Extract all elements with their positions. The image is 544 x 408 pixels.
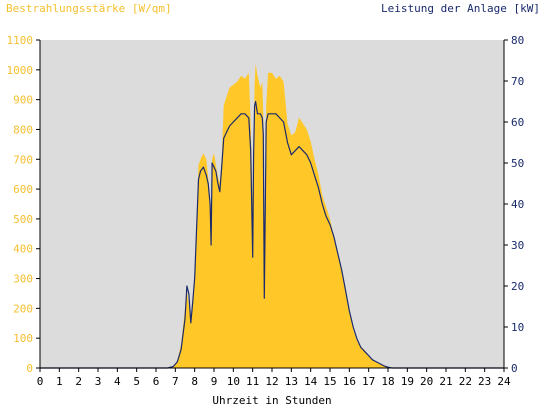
right-axis-tick-label: 30 xyxy=(511,239,524,252)
left-axis-tick-label: 400 xyxy=(13,243,33,256)
x-axis-tick-label: 19 xyxy=(401,375,414,388)
power-line xyxy=(40,100,504,369)
left-axis-tick-label: 1000 xyxy=(7,64,34,77)
right-axis-tick-label: 60 xyxy=(511,116,524,129)
x-axis-tick-label: 12 xyxy=(265,375,278,388)
right-axis-tick-label: 20 xyxy=(511,280,524,293)
left-axis-tick-label: 0 xyxy=(26,362,33,375)
left-axis-tick-label: 300 xyxy=(13,273,33,286)
right-axis-tick-label: 50 xyxy=(511,157,524,170)
series-layer xyxy=(40,63,504,369)
x-axis-tick-label: 14 xyxy=(304,375,318,388)
x-axis-tick-label: 6 xyxy=(153,375,160,388)
left-axis-tick-label: 700 xyxy=(13,153,33,166)
x-axis-tick-label: 10 xyxy=(227,375,240,388)
right-axis-tick-label: 70 xyxy=(511,75,524,88)
left-axis-tick-label: 800 xyxy=(13,123,33,136)
irradiance-area xyxy=(40,63,504,369)
right-axis-tick-label: 40 xyxy=(511,198,524,211)
left-axis-tick-label: 1100 xyxy=(7,34,34,47)
x-axis-tick-label: 11 xyxy=(246,375,259,388)
right-axis-tick-label: 0 xyxy=(511,362,518,375)
x-axis-tick-label: 9 xyxy=(211,375,218,388)
x-axis-tick-label: 4 xyxy=(114,375,121,388)
x-axis-tick-label: 7 xyxy=(172,375,179,388)
left-axis-tick-label: 600 xyxy=(13,183,33,196)
x-axis-tick-label: 15 xyxy=(323,375,336,388)
left-axis-tick-label: 500 xyxy=(13,213,33,226)
x-axis-tick-label: 8 xyxy=(191,375,198,388)
x-axis-tick-label: 0 xyxy=(37,375,44,388)
x-axis-tick-label: 24 xyxy=(497,375,511,388)
x-axis-tick-label: 22 xyxy=(459,375,472,388)
x-axis-tick-label: 16 xyxy=(343,375,356,388)
x-axis-tick-label: 18 xyxy=(381,375,394,388)
right-axis-tick-label: 10 xyxy=(511,321,524,334)
left-axis-tick-label: 100 xyxy=(13,332,33,345)
x-axis-tick-label: 21 xyxy=(439,375,452,388)
x-axis-tick-label: 1 xyxy=(56,375,63,388)
x-axis-tick-label: 17 xyxy=(362,375,375,388)
x-axis-tick-label: 13 xyxy=(285,375,298,388)
right-axis-tick-label: 80 xyxy=(511,34,524,47)
axes-layer: 0100200300400500600700800900100011000102… xyxy=(7,34,525,388)
left-axis-tick-label: 900 xyxy=(13,94,33,107)
x-axis-tick-label: 23 xyxy=(478,375,491,388)
x-axis-tick-label: 5 xyxy=(133,375,140,388)
x-axis-tick-label: 20 xyxy=(420,375,433,388)
x-axis-tick-label: 3 xyxy=(95,375,102,388)
x-axis-title: Uhrzeit in Stunden xyxy=(212,394,331,407)
x-axis-tick-label: 2 xyxy=(75,375,82,388)
left-axis-title: Bestrahlungsstärke [W/qm] xyxy=(6,2,172,15)
right-axis-title: Leistung der Anlage [kW] xyxy=(381,2,540,15)
left-axis-tick-label: 200 xyxy=(13,302,33,315)
